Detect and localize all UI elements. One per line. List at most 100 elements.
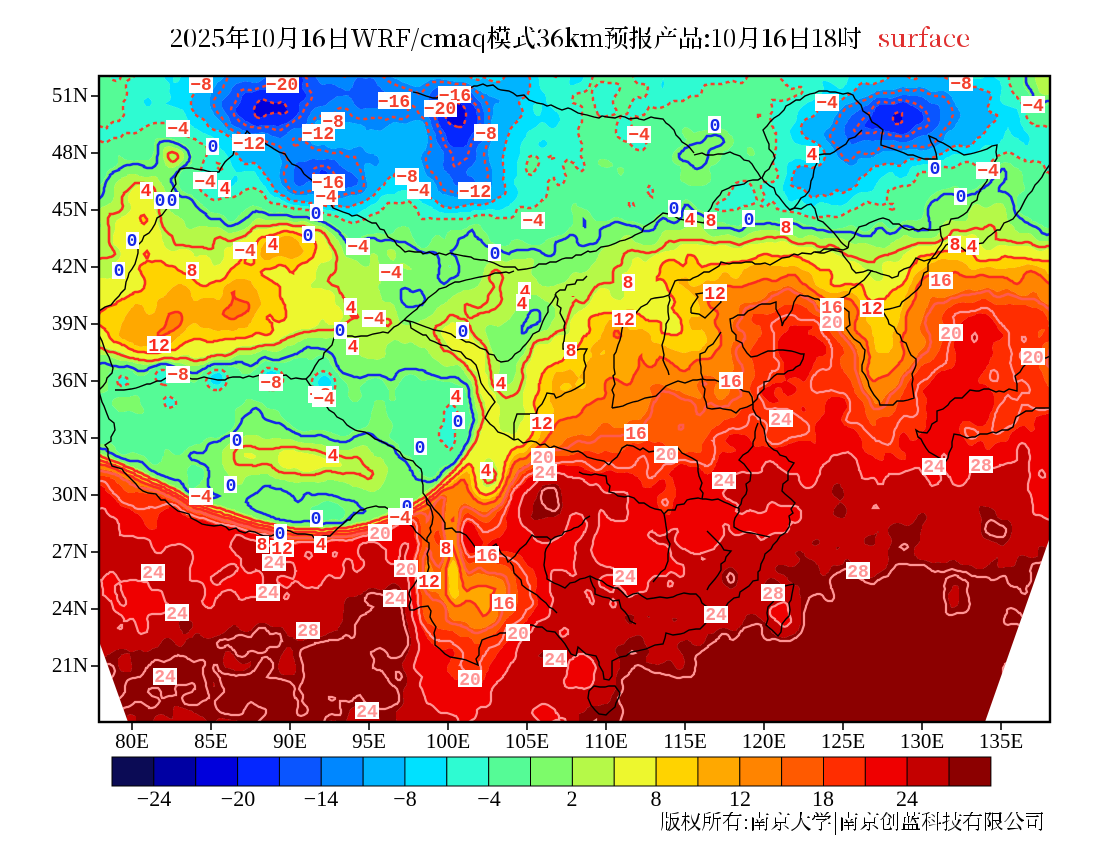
svg-text:0: 0: [458, 323, 469, 343]
svg-text:20: 20: [655, 446, 677, 466]
svg-text:24: 24: [896, 786, 918, 811]
svg-text:0: 0: [311, 205, 322, 225]
svg-text:0: 0: [311, 510, 322, 530]
svg-text:20: 20: [507, 625, 529, 645]
svg-text:20: 20: [940, 325, 962, 345]
svg-text:4: 4: [316, 536, 327, 556]
svg-text:12: 12: [148, 337, 170, 357]
svg-text:0: 0: [127, 232, 138, 252]
svg-text:−4: −4: [380, 264, 402, 284]
svg-text:−4: −4: [167, 120, 189, 140]
svg-text:8: 8: [187, 262, 198, 282]
svg-text:24: 24: [166, 605, 188, 625]
svg-text:4: 4: [967, 238, 978, 258]
svg-text:115E: 115E: [663, 729, 707, 753]
svg-text:−20: −20: [221, 786, 255, 811]
svg-text:2: 2: [567, 786, 578, 811]
svg-text:−4: −4: [628, 126, 650, 146]
svg-text:0: 0: [226, 477, 237, 497]
svg-text:48N: 48N: [52, 140, 88, 164]
svg-text:0: 0: [114, 262, 125, 282]
svg-text:110E: 110E: [584, 729, 628, 753]
svg-text:−4: −4: [313, 390, 335, 410]
svg-text:8: 8: [623, 274, 634, 294]
svg-text:−8: −8: [190, 76, 212, 96]
svg-text:−4: −4: [315, 188, 337, 208]
svg-text:4: 4: [685, 211, 696, 231]
svg-text:51N: 51N: [52, 83, 88, 107]
svg-text:100E: 100E: [426, 729, 470, 753]
svg-text:0: 0: [167, 192, 178, 212]
svg-text:4: 4: [481, 462, 492, 482]
svg-text:20: 20: [821, 314, 843, 334]
svg-text:33N: 33N: [52, 425, 88, 449]
svg-text:30N: 30N: [52, 482, 88, 506]
svg-text:39N: 39N: [52, 311, 88, 335]
svg-text:−4: −4: [347, 238, 369, 258]
svg-text:−4: −4: [363, 310, 385, 330]
svg-text:90E: 90E: [273, 729, 307, 753]
svg-text:28: 28: [847, 563, 869, 583]
svg-text:0: 0: [335, 322, 346, 342]
svg-text:−4: −4: [1022, 97, 1044, 117]
svg-text:24: 24: [154, 668, 176, 688]
svg-text:−16: −16: [378, 93, 410, 113]
svg-text:4: 4: [141, 182, 152, 202]
svg-text:−20: −20: [266, 76, 298, 96]
svg-text:−8: −8: [393, 786, 416, 811]
svg-text:4: 4: [517, 295, 528, 315]
svg-text:0: 0: [453, 413, 464, 433]
svg-text:36N: 36N: [52, 368, 88, 392]
svg-text:8: 8: [651, 786, 662, 811]
svg-text:−4: −4: [816, 94, 838, 114]
svg-text:16: 16: [476, 547, 498, 567]
svg-text:12: 12: [531, 415, 553, 435]
svg-text:16: 16: [625, 425, 647, 445]
svg-text:24: 24: [770, 411, 792, 431]
svg-text:24: 24: [384, 590, 406, 610]
svg-text:16: 16: [720, 373, 742, 393]
svg-text:4: 4: [451, 388, 462, 408]
svg-text:12: 12: [729, 786, 751, 811]
svg-text:4: 4: [328, 447, 339, 467]
svg-text:−4: −4: [522, 212, 544, 232]
svg-text:−4: −4: [977, 162, 999, 182]
svg-text:4: 4: [268, 236, 279, 256]
svg-text:−8: −8: [167, 366, 189, 386]
svg-text:0: 0: [669, 200, 680, 220]
svg-text:−8: −8: [950, 75, 972, 95]
svg-text:45N: 45N: [52, 197, 88, 221]
svg-text:0: 0: [232, 432, 243, 452]
svg-text:0: 0: [303, 227, 314, 247]
svg-text:24: 24: [544, 651, 566, 671]
svg-text:−20: −20: [424, 100, 456, 120]
svg-text:20: 20: [369, 525, 391, 545]
svg-text:0: 0: [930, 160, 941, 180]
svg-text:24: 24: [263, 554, 285, 574]
svg-text:16: 16: [930, 272, 952, 292]
svg-text:85E: 85E: [194, 729, 228, 753]
svg-text:18: 18: [812, 786, 834, 811]
svg-text:−12: −12: [302, 125, 334, 145]
svg-text:8: 8: [441, 540, 452, 560]
svg-text:125E: 125E: [821, 729, 865, 753]
svg-text:8: 8: [706, 212, 717, 232]
svg-text:24: 24: [257, 584, 279, 604]
svg-text:24: 24: [356, 703, 378, 723]
svg-text:135E: 135E: [979, 729, 1023, 753]
svg-text:105E: 105E: [505, 729, 549, 753]
svg-text:−4: −4: [194, 173, 216, 193]
svg-text:42N: 42N: [52, 254, 88, 278]
svg-text:−24: −24: [137, 786, 171, 811]
svg-text:0: 0: [744, 211, 755, 231]
svg-text:8: 8: [950, 236, 961, 256]
svg-text:24: 24: [923, 458, 945, 478]
svg-text:0: 0: [956, 188, 967, 208]
svg-text:12: 12: [861, 300, 883, 320]
svg-text:4: 4: [496, 375, 507, 395]
svg-text:−4: −4: [190, 488, 212, 508]
svg-text:24: 24: [713, 472, 735, 492]
svg-text:24: 24: [705, 606, 727, 626]
svg-text:−4: −4: [389, 509, 411, 529]
svg-text:120E: 120E: [742, 729, 786, 753]
